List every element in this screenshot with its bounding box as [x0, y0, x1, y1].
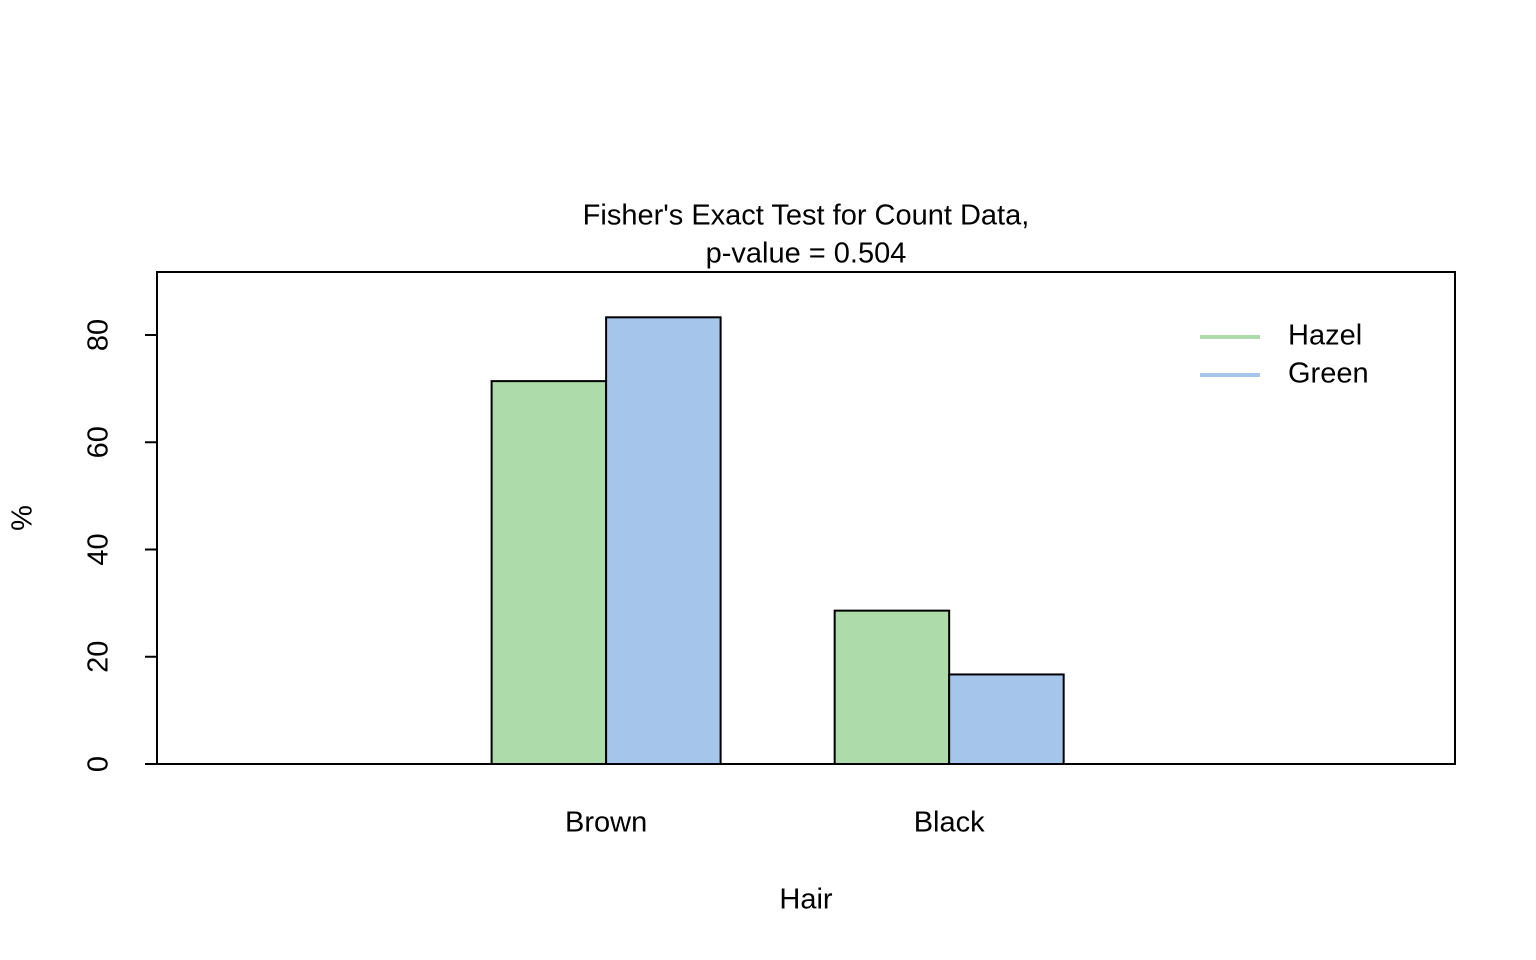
chart-subtitle: p-value = 0.504: [706, 238, 907, 270]
bar: [948, 673, 1065, 765]
y-tick-label: 40: [83, 533, 115, 565]
y-axis-label: %: [7, 505, 39, 531]
legend-label: Green: [1288, 358, 1369, 390]
bar: [490, 380, 608, 765]
x-tick-label: Brown: [565, 807, 647, 839]
y-tick-label: 60: [83, 426, 115, 458]
plot-frame: [156, 271, 1456, 765]
chart-title: Fisher's Exact Test for Count Data,: [583, 200, 1030, 232]
legend-label: Hazel: [1288, 320, 1362, 352]
x-axis-label: Hair: [779, 884, 833, 916]
y-tick-label: 20: [83, 641, 115, 673]
bar: [605, 316, 722, 765]
x-tick-label: Black: [914, 807, 985, 839]
bar: [833, 609, 951, 766]
y-tick-label: 80: [83, 319, 115, 351]
y-tick-label: 0: [83, 756, 115, 772]
